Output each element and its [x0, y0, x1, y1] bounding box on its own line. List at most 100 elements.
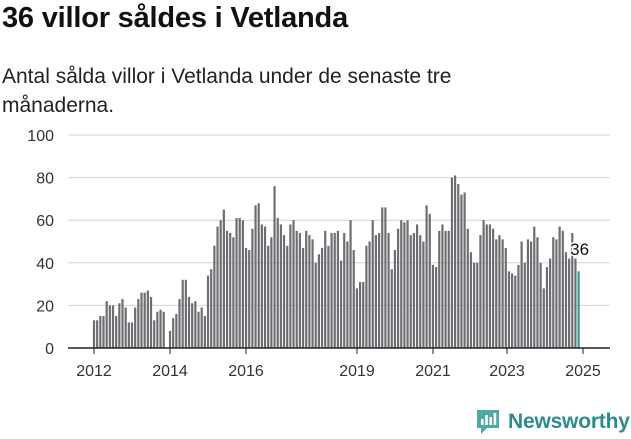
bar: [533, 226, 536, 348]
bar: [333, 232, 336, 348]
bar: [425, 205, 428, 348]
bar: [517, 264, 520, 348]
bar: [232, 237, 235, 348]
bar: [352, 250, 355, 348]
bar: [124, 307, 127, 348]
bar: [267, 245, 270, 348]
bar: [225, 230, 229, 348]
x-tick-label: 2023: [489, 363, 525, 380]
bar: [314, 262, 317, 348]
bar: [191, 303, 194, 348]
bar: [222, 209, 225, 348]
bar: [108, 305, 111, 348]
bar: [536, 237, 539, 348]
bar-chart: 0 20 40 60 80 100 2012 2014 2016 2019 2021 2023 2025…: [27, 128, 610, 380]
bar: [384, 207, 387, 348]
bar: [368, 241, 371, 348]
bar: [140, 292, 143, 348]
bar: [260, 224, 263, 348]
bar: [343, 232, 346, 348]
bar: [450, 177, 454, 348]
bar: [257, 203, 260, 348]
bar: [514, 275, 517, 348]
bar: [105, 301, 108, 348]
brand-name: Newsworthy: [508, 410, 630, 433]
bar: [210, 269, 213, 348]
y-tick-label: 100: [27, 128, 54, 145]
bar: [396, 228, 400, 348]
bar: [311, 239, 314, 348]
bar: [213, 245, 216, 348]
bar: [526, 239, 530, 348]
bar: [134, 307, 137, 348]
bar: [542, 288, 545, 348]
bar: [400, 220, 403, 348]
bar: [330, 232, 333, 348]
bar: [511, 273, 514, 348]
bar: [523, 262, 526, 348]
y-tick-label: 20: [36, 298, 54, 315]
bar: [520, 241, 523, 348]
bar: [175, 313, 178, 348]
y-tick-label: 40: [36, 256, 54, 273]
bar: [428, 213, 431, 348]
bar: [501, 239, 504, 348]
bar: [273, 186, 276, 348]
bar: [184, 279, 187, 348]
bar: [99, 316, 102, 348]
x-tick-label: 2025: [565, 363, 601, 380]
bar: [431, 264, 435, 348]
bar: [203, 316, 206, 348]
bar: [115, 316, 118, 348]
bar: [504, 247, 507, 348]
bar: [561, 230, 564, 348]
bar: [492, 228, 495, 348]
bar: [254, 205, 257, 348]
y-tick-label: 0: [45, 341, 54, 358]
chart-subtitle: Antal sålda villor i Vetlanda under de s…: [2, 65, 452, 117]
bar: [96, 320, 99, 348]
bar: [412, 232, 416, 348]
bar: [320, 247, 324, 348]
newsworthy-logo-icon: [477, 410, 499, 434]
bar: [434, 267, 438, 348]
bar: [393, 250, 397, 348]
chart-title: 36 villor såldes i Vetlanda: [2, 2, 348, 34]
bar: [564, 252, 568, 348]
bar: [387, 232, 390, 348]
bar: [473, 262, 476, 348]
y-tick-label: 60: [36, 213, 54, 230]
bar: [457, 183, 460, 348]
bar: [270, 237, 273, 348]
bar: [469, 252, 473, 348]
bar: [197, 311, 200, 348]
bar: [539, 262, 542, 348]
bar: [390, 269, 393, 348]
x-tick-label: 2012: [76, 363, 112, 380]
bar: [219, 220, 222, 348]
bar: [172, 318, 175, 348]
bar: [118, 303, 121, 348]
bar: [495, 239, 498, 348]
bar: [121, 299, 124, 348]
bar: [463, 192, 466, 348]
bar: [301, 247, 305, 348]
bar: [545, 267, 549, 348]
bar: [206, 275, 210, 348]
bar: [159, 309, 162, 348]
bar: [238, 218, 241, 348]
bar: [447, 230, 450, 348]
bar: [381, 207, 384, 348]
bar: [308, 235, 311, 348]
bar: [298, 232, 301, 348]
bar: [149, 296, 153, 348]
bar: [216, 226, 219, 348]
bar: [466, 228, 469, 348]
bar: [438, 230, 441, 348]
bar: [507, 271, 511, 348]
newsworthy-logo: Newsworthy: [475, 406, 630, 438]
bar: [235, 218, 238, 348]
bar: [168, 330, 172, 348]
bar: [409, 235, 412, 348]
bar: [555, 239, 558, 348]
